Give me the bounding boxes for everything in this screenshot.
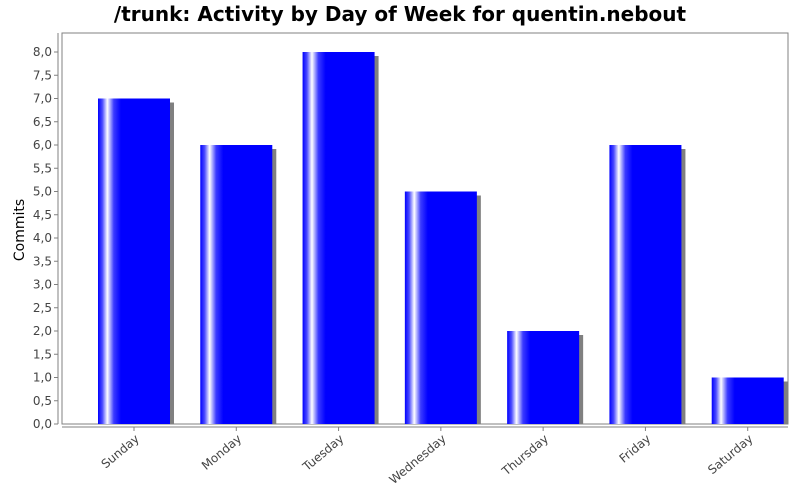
bars bbox=[98, 52, 788, 424]
bar-thursday bbox=[507, 331, 580, 424]
bar-monday bbox=[200, 145, 273, 424]
y-tick-label: 4,0 bbox=[33, 231, 52, 245]
bar-sunday bbox=[98, 98, 170, 424]
y-tick-label: 7,5 bbox=[33, 68, 52, 82]
x-tick-label: Friday bbox=[616, 432, 653, 466]
x-tick-label: Sunday bbox=[99, 432, 142, 472]
x-tick-label: Thursday bbox=[499, 432, 552, 479]
x-axis: Sunday Monday Tuesday Wednesday Thursday Frid… bbox=[62, 426, 788, 487]
x-tick-label: Monday bbox=[199, 432, 244, 473]
y-axis: 0,0 0,5 1,0 1,5 2,0 2,5 3,0 3,5 4,0 4,5 5,0 5,5 6,0 6… bbox=[33, 33, 59, 431]
y-tick-label: 6,5 bbox=[33, 115, 52, 129]
y-tick-label: 8,0 bbox=[33, 45, 52, 59]
y-tick-label: 2,0 bbox=[33, 324, 52, 338]
x-tick-label: Saturday bbox=[705, 432, 755, 477]
y-tick-label: 3,5 bbox=[33, 254, 52, 268]
x-tick-label: Wednesday bbox=[387, 432, 449, 487]
y-tick-label: 3,0 bbox=[33, 278, 52, 292]
y-tick-label: 7,0 bbox=[33, 92, 52, 106]
y-tick-label: 6,0 bbox=[33, 138, 52, 152]
y-tick-label: 5,5 bbox=[33, 161, 52, 175]
x-tick-label: Tuesday bbox=[299, 432, 346, 475]
y-tick-label: 0,0 bbox=[33, 417, 52, 431]
y-tick-label: 5,0 bbox=[33, 185, 52, 199]
y-tick-label: 1,5 bbox=[33, 347, 52, 361]
y-tick-label: 2,5 bbox=[33, 301, 52, 315]
bar-saturday bbox=[711, 377, 784, 424]
y-tick-label: 0,5 bbox=[33, 394, 52, 408]
bar-tuesday bbox=[302, 52, 375, 424]
chart-title: /trunk: Activity by Day of Week for quen… bbox=[113, 2, 687, 26]
y-axis-title: Commits bbox=[12, 199, 28, 261]
bar-wednesday bbox=[404, 191, 477, 424]
y-tick-label: 4,5 bbox=[33, 208, 52, 222]
bar-friday bbox=[609, 145, 682, 424]
y-tick-label: 1,0 bbox=[33, 371, 52, 385]
